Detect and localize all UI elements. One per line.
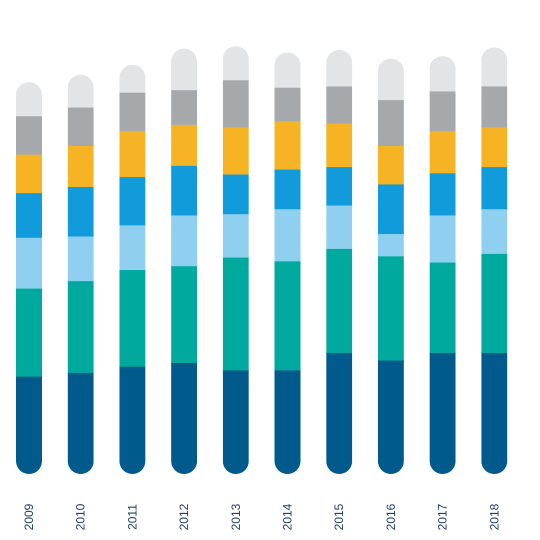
bar-segment-2014-6 xyxy=(274,52,301,88)
bar-segment-2014-4 xyxy=(274,120,301,170)
bar-2010 xyxy=(67,74,94,474)
bar-segment-2012-3 xyxy=(171,165,198,216)
bars-layer xyxy=(16,46,508,475)
bar-segment-2015-4 xyxy=(326,123,353,168)
bar-segment-2011-2 xyxy=(119,224,146,270)
bar-2016 xyxy=(377,58,404,474)
bar-segment-2018-0 xyxy=(481,352,508,474)
bar-segment-2012-6 xyxy=(171,48,198,91)
bar-segment-2017-6 xyxy=(429,56,456,92)
bar-segment-2015-0 xyxy=(326,352,353,474)
bar-2012 xyxy=(171,48,198,475)
bar-segment-2014-5 xyxy=(274,87,301,122)
bar-segment-2014-1 xyxy=(274,260,301,371)
bar-segment-2015-1 xyxy=(326,248,353,354)
bar-2018 xyxy=(481,47,508,474)
bar-segment-2018-6 xyxy=(481,47,508,87)
bar-segment-2015-3 xyxy=(326,166,353,206)
bar-segment-2012-2 xyxy=(171,214,198,267)
bar-segment-2009-2 xyxy=(16,237,42,289)
bar-segment-2017-2 xyxy=(429,214,456,263)
bar-2015 xyxy=(326,49,353,474)
bar-segment-2013-5 xyxy=(222,79,249,128)
bar-segment-2011-3 xyxy=(119,176,146,226)
bar-segment-2016-2 xyxy=(377,233,404,257)
bar-segment-2018-4 xyxy=(481,126,508,168)
bar-segment-2014-2 xyxy=(274,208,301,262)
x-tick-label-2017: 2017 xyxy=(436,503,450,530)
bar-segment-2017-3 xyxy=(429,172,456,216)
bar-segment-2011-0 xyxy=(119,366,146,475)
bar-segment-2018-5 xyxy=(481,85,508,128)
bar-segment-2013-1 xyxy=(222,257,249,371)
bar-segment-2018-1 xyxy=(481,253,508,354)
bar-segment-2011-6 xyxy=(119,64,146,93)
bar-segment-2012-5 xyxy=(171,89,198,125)
bar-2013 xyxy=(222,46,249,474)
bar-segment-2013-4 xyxy=(222,126,249,175)
x-tick-label-2012: 2012 xyxy=(177,503,191,530)
bar-segment-2017-0 xyxy=(429,352,456,475)
bar-segment-2011-4 xyxy=(119,130,146,177)
x-tick-label-2013: 2013 xyxy=(229,503,243,530)
bar-segment-2013-0 xyxy=(222,369,249,474)
bar-segment-2016-6 xyxy=(377,58,404,101)
bar-segment-2016-4 xyxy=(377,145,404,185)
bar-segment-2009-6 xyxy=(16,82,42,117)
bar-segment-2017-4 xyxy=(429,130,456,174)
bar-segment-2016-1 xyxy=(377,255,404,361)
bar-segment-2012-1 xyxy=(171,265,198,363)
bar-segment-2013-6 xyxy=(222,46,249,81)
bar-segment-2016-5 xyxy=(377,99,404,146)
bar-segment-2015-6 xyxy=(326,49,353,87)
bar-segment-2014-0 xyxy=(274,369,301,475)
bar-segment-2013-2 xyxy=(222,213,249,258)
bar-segment-2015-5 xyxy=(326,85,353,124)
bar-segment-2012-4 xyxy=(171,124,198,166)
bar-2017 xyxy=(429,56,456,475)
bar-segment-2009-5 xyxy=(16,115,42,155)
bar-2011 xyxy=(119,64,146,475)
bar-segment-2010-1 xyxy=(67,280,94,373)
x-tick-label-2010: 2010 xyxy=(74,503,88,530)
bar-segment-2016-0 xyxy=(377,359,404,474)
bar-segment-2009-4 xyxy=(16,154,42,194)
bar-segment-2017-1 xyxy=(429,261,456,354)
bar-segment-2018-3 xyxy=(481,166,508,210)
x-tick-label-2018: 2018 xyxy=(487,503,501,530)
x-axis-labels: 2009 2010 2011 2012 2013 2014 2015 2016 2017 2018 xyxy=(22,503,501,530)
x-tick-label-2011: 2011 xyxy=(125,504,139,530)
bar-segment-2017-5 xyxy=(429,90,456,132)
bar-segment-2009-0 xyxy=(16,376,42,474)
bar-segment-2010-2 xyxy=(67,235,94,282)
bar-segment-2010-6 xyxy=(67,74,94,108)
bar-segment-2016-3 xyxy=(377,183,404,235)
bar-segment-2013-3 xyxy=(222,173,249,215)
bar-segment-2010-5 xyxy=(67,106,94,146)
x-tick-label-2014: 2014 xyxy=(281,503,295,530)
bar-segment-2012-0 xyxy=(171,362,198,475)
bar-2014 xyxy=(274,52,301,475)
x-tick-label-2009: 2009 xyxy=(22,503,36,530)
x-tick-label-2016: 2016 xyxy=(384,503,398,530)
bar-segment-2015-2 xyxy=(326,204,353,249)
bar-segment-2009-3 xyxy=(16,192,42,238)
bar-segment-2011-1 xyxy=(119,269,146,367)
bar-2009 xyxy=(16,82,42,474)
bar-segment-2010-3 xyxy=(67,186,94,237)
bar-segment-2009-1 xyxy=(16,288,42,377)
bar-segment-2014-3 xyxy=(274,168,301,210)
bar-segment-2010-4 xyxy=(67,145,94,187)
bar-segment-2018-2 xyxy=(481,208,508,254)
x-tick-label-2015: 2015 xyxy=(332,503,346,530)
bar-segment-2011-5 xyxy=(119,92,146,132)
bar-segment-2010-0 xyxy=(67,372,94,474)
